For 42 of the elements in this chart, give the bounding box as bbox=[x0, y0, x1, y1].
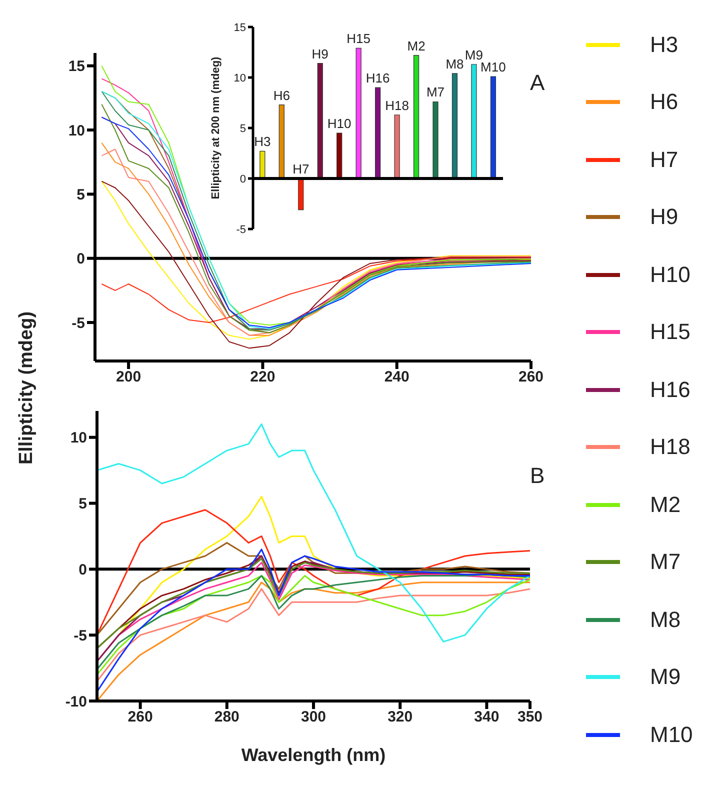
legend-label: M7 bbox=[650, 549, 681, 576]
legend-label: H10 bbox=[650, 262, 690, 288]
y-tick-label: 15 bbox=[68, 58, 85, 76]
legend-label: M8 bbox=[650, 606, 681, 633]
y-axis-title: Ellipticity (mdeg) bbox=[16, 311, 37, 465]
x-tick-label: 260 bbox=[518, 368, 544, 386]
x-tick-label: 280 bbox=[214, 708, 240, 726]
y-tick-label: 0 bbox=[240, 173, 246, 186]
y-tick-label: 5 bbox=[78, 496, 87, 513]
x-tick-label: 240 bbox=[384, 368, 410, 386]
x-tick-label: M9 bbox=[464, 47, 483, 62]
y-tick-label: 10 bbox=[70, 430, 87, 447]
x-tick-label: 260 bbox=[128, 708, 153, 726]
y-tick-label: 10 bbox=[234, 72, 246, 84]
legend-label: M2 bbox=[650, 492, 681, 518]
x-tick-label: 200 bbox=[116, 368, 142, 386]
x-axis-title: Wavelength (nm) bbox=[241, 745, 386, 765]
y-tick-label: 15 bbox=[234, 22, 246, 34]
x-tick-label: 340 bbox=[474, 708, 500, 726]
x-tick-label: 220 bbox=[250, 368, 276, 386]
y-tick-label: -5 bbox=[72, 314, 85, 332]
y-tick-label: -10 bbox=[65, 693, 87, 710]
y-axis-title: Ellipticity at 200 nm (mdeg) bbox=[210, 56, 222, 200]
legend-label: H15 bbox=[650, 319, 690, 346]
y-tick-label: 5 bbox=[240, 122, 246, 135]
x-tick-label: 300 bbox=[300, 708, 326, 726]
y-tick-label: -5 bbox=[74, 627, 87, 644]
y-tick-label: 0 bbox=[78, 562, 87, 579]
y-tick-label: 0 bbox=[76, 250, 85, 268]
legend-label: M9 bbox=[650, 664, 681, 690]
x-tick-label: H9 bbox=[312, 46, 328, 62]
annotation: B bbox=[530, 463, 545, 489]
legend-label: H9 bbox=[650, 204, 678, 230]
x-tick-label: M2 bbox=[407, 38, 426, 54]
x-tick-label: 320 bbox=[388, 708, 413, 726]
legend-label: H18 bbox=[650, 434, 690, 460]
x-tick-label: M8 bbox=[446, 56, 464, 72]
x-tick-label: 350 bbox=[517, 708, 543, 726]
y-tick-label: 10 bbox=[68, 122, 85, 140]
annotation: A bbox=[530, 70, 545, 96]
y-tick-label: 5 bbox=[76, 186, 85, 204]
y-tick-label: -5 bbox=[236, 224, 246, 236]
